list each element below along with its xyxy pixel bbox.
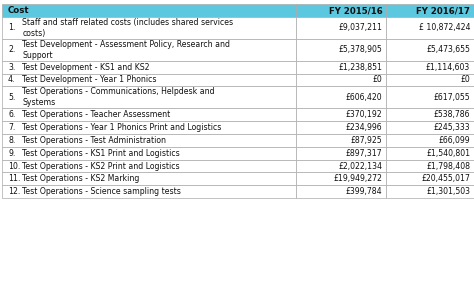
Text: Test Operations - Year 1 Phonics Print and Logistics: Test Operations - Year 1 Phonics Print a… xyxy=(22,123,222,132)
Text: Test Development - Year 1 Phonics: Test Development - Year 1 Phonics xyxy=(22,76,157,85)
Bar xyxy=(2,160,296,172)
Text: 8.: 8. xyxy=(8,136,16,145)
Text: Test Development - KS1 and KS2: Test Development - KS1 and KS2 xyxy=(22,63,150,72)
Bar xyxy=(2,39,296,61)
Text: 10.: 10. xyxy=(8,162,20,170)
Bar xyxy=(296,74,386,86)
Bar xyxy=(296,39,386,61)
Text: £1,238,851: £1,238,851 xyxy=(338,63,383,72)
Bar xyxy=(296,4,386,17)
Bar xyxy=(2,86,296,108)
Text: £87,925: £87,925 xyxy=(351,136,383,145)
Text: FY 2015/16: FY 2015/16 xyxy=(329,6,383,15)
Bar xyxy=(296,121,386,134)
Text: FY 2016/17: FY 2016/17 xyxy=(416,6,470,15)
Bar xyxy=(2,147,296,160)
Text: 3.: 3. xyxy=(8,63,16,72)
Bar xyxy=(296,185,386,198)
Text: 7.: 7. xyxy=(8,123,16,132)
Bar xyxy=(2,134,296,147)
Text: 4.: 4. xyxy=(8,76,16,85)
Text: 2.: 2. xyxy=(8,45,16,54)
Text: £5,473,655: £5,473,655 xyxy=(426,45,470,54)
Text: Test Operations - KS2 Marking: Test Operations - KS2 Marking xyxy=(22,174,140,183)
Text: £234,996: £234,996 xyxy=(346,123,383,132)
Bar xyxy=(2,4,296,17)
Text: 12.: 12. xyxy=(8,187,20,196)
Bar xyxy=(2,74,296,86)
Text: £617,055: £617,055 xyxy=(434,93,470,102)
Bar xyxy=(2,61,296,74)
Bar xyxy=(386,147,474,160)
Text: £20,455,017: £20,455,017 xyxy=(421,174,470,183)
Bar xyxy=(296,160,386,172)
Bar xyxy=(386,172,474,185)
Text: Test Operations - KS2 Print and Logistics: Test Operations - KS2 Print and Logistic… xyxy=(22,162,180,170)
Text: Staff and staff related costs (includes shared services
costs): Staff and staff related costs (includes … xyxy=(22,18,233,38)
Bar xyxy=(386,39,474,61)
Text: £606,420: £606,420 xyxy=(346,93,383,102)
Bar xyxy=(296,134,386,147)
Text: £19,949,272: £19,949,272 xyxy=(334,174,383,183)
Text: £0: £0 xyxy=(460,76,470,85)
Text: £538,786: £538,786 xyxy=(434,110,470,119)
Bar xyxy=(386,185,474,198)
Bar xyxy=(2,172,296,185)
Bar xyxy=(296,61,386,74)
Bar xyxy=(296,108,386,121)
Text: 6.: 6. xyxy=(8,110,16,119)
Text: Cost: Cost xyxy=(8,6,30,15)
Bar xyxy=(386,61,474,74)
Bar xyxy=(386,108,474,121)
Text: £897,317: £897,317 xyxy=(346,149,383,158)
Text: 5.: 5. xyxy=(8,93,16,102)
Bar xyxy=(2,17,296,39)
Text: Test Operations - Science sampling tests: Test Operations - Science sampling tests xyxy=(22,187,181,196)
Text: 1.: 1. xyxy=(8,23,16,33)
Bar xyxy=(296,172,386,185)
Bar xyxy=(386,17,474,39)
Text: Test Operations - Test Administration: Test Operations - Test Administration xyxy=(22,136,166,145)
Text: £5,378,905: £5,378,905 xyxy=(339,45,383,54)
Text: Test Operations - Teacher Assessment: Test Operations - Teacher Assessment xyxy=(22,110,171,119)
Bar xyxy=(296,147,386,160)
Bar xyxy=(2,185,296,198)
Text: 11.: 11. xyxy=(8,174,20,183)
Bar xyxy=(2,108,296,121)
Text: Test Operations - Communications, Helpdesk and
Systems: Test Operations - Communications, Helpde… xyxy=(22,87,215,107)
Text: £1,798,408: £1,798,408 xyxy=(426,162,470,170)
Text: £1,301,503: £1,301,503 xyxy=(426,187,470,196)
Bar xyxy=(296,86,386,108)
Bar xyxy=(386,86,474,108)
Text: £399,784: £399,784 xyxy=(346,187,383,196)
Text: £1,540,801: £1,540,801 xyxy=(426,149,470,158)
Text: £1,114,603: £1,114,603 xyxy=(426,63,470,72)
Text: £0: £0 xyxy=(373,76,383,85)
Bar xyxy=(386,121,474,134)
Text: £245,333: £245,333 xyxy=(434,123,470,132)
Bar xyxy=(2,121,296,134)
Bar xyxy=(386,74,474,86)
Bar xyxy=(296,17,386,39)
Bar xyxy=(386,134,474,147)
Text: £66,099: £66,099 xyxy=(438,136,470,145)
Text: £9,037,211: £9,037,211 xyxy=(338,23,383,33)
Text: Test Operations - KS1 Print and Logistics: Test Operations - KS1 Print and Logistic… xyxy=(22,149,180,158)
Bar xyxy=(386,4,474,17)
Text: 9.: 9. xyxy=(8,149,16,158)
Text: £370,192: £370,192 xyxy=(346,110,383,119)
Text: £ 10,872,424: £ 10,872,424 xyxy=(419,23,470,33)
Text: Test Development - Assessment Policy, Research and
Support: Test Development - Assessment Policy, Re… xyxy=(22,40,230,60)
Text: £2,022,134: £2,022,134 xyxy=(338,162,383,170)
Bar xyxy=(386,160,474,172)
